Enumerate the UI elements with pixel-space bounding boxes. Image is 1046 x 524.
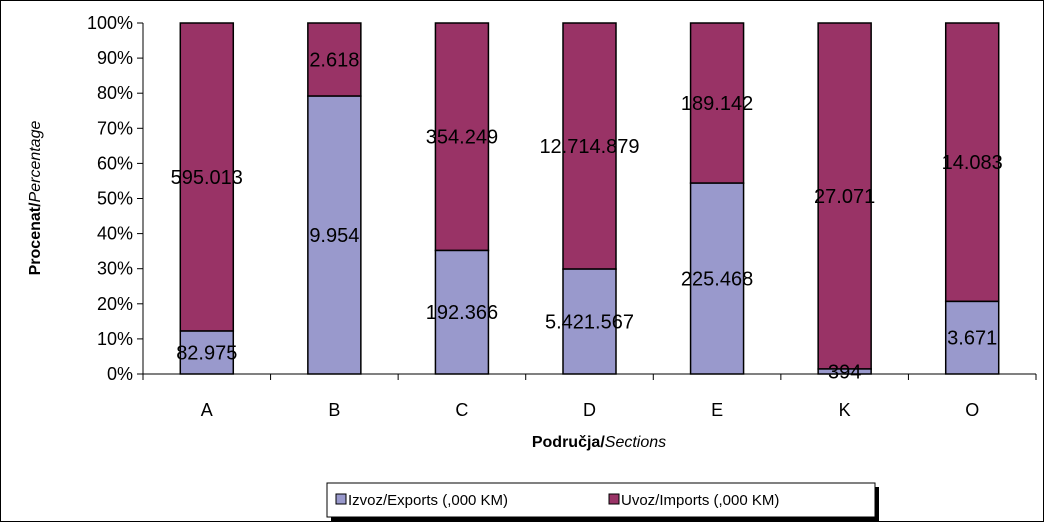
x-tick-label: K	[839, 400, 851, 420]
y-axis-title-italic: Percentage	[27, 121, 44, 203]
data-label-exports-k: 394	[828, 361, 861, 383]
bar-exports-e	[689, 182, 745, 375]
legend-swatch-exports	[335, 493, 347, 505]
data-label-exports-c: 192.366	[426, 302, 498, 324]
data-label-imports-a: 595.013	[171, 167, 243, 189]
legend: Izvoz/Exports (,000 KM) Uvoz/Imports (,0…	[326, 482, 879, 521]
data-label-imports-o: 14.083	[942, 152, 1003, 174]
data-label-exports-o: 3.671	[947, 328, 997, 350]
y-tick-label: 30%	[97, 259, 133, 279]
bar-imports-d	[562, 22, 617, 270]
x-tick-label: B	[328, 400, 340, 420]
data-label-imports-k: 27.071	[814, 186, 875, 208]
data-label-exports-a: 82.975	[176, 343, 237, 365]
data-label-exports-e: 225.468	[681, 269, 753, 291]
data-label-imports-e: 189.142	[681, 93, 753, 115]
data-label-exports-d: 5.421.567	[545, 312, 634, 334]
bar-exports-d	[562, 268, 617, 375]
bar-exports-a	[179, 330, 235, 375]
bar-imports-e	[689, 22, 745, 184]
x-axis-title: Područja/Sections	[532, 434, 666, 451]
y-axis-title: Procenat/Percentage	[27, 121, 44, 276]
x-tick-label: A	[201, 400, 213, 420]
y-tick-label: 40%	[97, 224, 133, 244]
bar-exports-k	[817, 368, 872, 375]
y-tick-label: 20%	[97, 294, 133, 314]
bar-exports-b	[307, 95, 362, 375]
y-tick-label: 90%	[97, 48, 133, 68]
y-tick-label: 0%	[107, 364, 133, 384]
y-tick-label: 80%	[97, 83, 133, 103]
x-axis-title-italic: Sections	[605, 434, 666, 451]
legend-label-imports: Uvoz/Imports (,000 KM)	[621, 492, 779, 509]
y-tick-label: 100%	[87, 13, 133, 33]
bar-imports-o	[944, 22, 1000, 303]
x-tick-label: C	[455, 400, 468, 420]
x-tick-label: O	[965, 400, 979, 420]
x-tick-label: D	[583, 400, 596, 420]
data-label-imports-c: 354.249	[426, 127, 498, 149]
y-tick-label: 50%	[97, 189, 133, 209]
bar-imports-b	[307, 22, 362, 97]
y-tick-label: 60%	[97, 153, 133, 173]
y-axis-title-bold: Procenat/	[27, 202, 44, 275]
bar-imports-k	[817, 22, 872, 370]
bar-exports-o	[944, 300, 1000, 375]
legend-swatch-imports	[608, 493, 620, 505]
x-axis-title-bold: Područja/	[532, 434, 605, 451]
data-label-imports-d: 12.714.879	[539, 136, 639, 158]
bar-imports-a	[179, 22, 235, 332]
bar-imports-c	[434, 22, 490, 252]
plot-area: 0% 10% 20% 30% 40% 50% 60% 70% 80% 90% 100% 82.975 5…	[87, 13, 1037, 420]
y-tick-label: 10%	[97, 329, 133, 349]
legend-label-exports: Izvoz/Exports (,000 KM)	[348, 492, 508, 509]
y-tick-label: 70%	[97, 118, 133, 138]
bar-exports-c	[434, 249, 490, 375]
legend-box	[326, 482, 876, 518]
x-tick-label: E	[711, 400, 723, 420]
data-label-exports-b: 9.954	[309, 225, 359, 247]
data-label-imports-b: 2.618	[309, 50, 359, 72]
